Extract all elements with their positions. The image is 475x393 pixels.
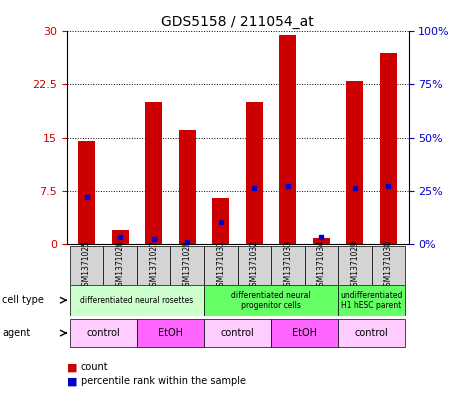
Text: percentile rank within the sample: percentile rank within the sample: [81, 376, 246, 386]
Text: control: control: [355, 328, 389, 338]
Text: GSM1371032: GSM1371032: [250, 240, 259, 291]
Bar: [212, 198, 229, 244]
Bar: [338, 285, 405, 316]
Text: GSM1371026: GSM1371026: [115, 240, 124, 291]
Bar: [145, 102, 162, 244]
Text: differentiated neural rosettes: differentiated neural rosettes: [80, 296, 193, 305]
Bar: [313, 238, 330, 244]
Bar: [204, 319, 271, 347]
Bar: [78, 141, 95, 244]
Text: GSM1371033: GSM1371033: [283, 240, 292, 291]
Text: control: control: [86, 328, 120, 338]
Bar: [246, 102, 263, 244]
Bar: [204, 285, 338, 316]
Text: GSM1371025: GSM1371025: [82, 240, 91, 291]
Bar: [271, 319, 338, 347]
Text: ■: ■: [66, 362, 77, 373]
Bar: [271, 246, 304, 285]
Text: differentiated neural
progenitor cells: differentiated neural progenitor cells: [231, 290, 311, 310]
Text: GSM1371034: GSM1371034: [317, 240, 326, 291]
Bar: [137, 246, 171, 285]
Bar: [238, 246, 271, 285]
Text: ■: ■: [66, 376, 77, 386]
Text: EtOH: EtOH: [292, 328, 317, 338]
Bar: [137, 319, 204, 347]
Bar: [380, 53, 397, 244]
Bar: [371, 246, 405, 285]
Text: GSM1371029: GSM1371029: [351, 240, 360, 291]
Bar: [338, 319, 405, 347]
Text: GSM1371027: GSM1371027: [149, 240, 158, 291]
Bar: [104, 246, 137, 285]
Text: EtOH: EtOH: [158, 328, 183, 338]
Bar: [179, 130, 196, 244]
Text: undifferentiated
H1 hESC parent: undifferentiated H1 hESC parent: [341, 290, 403, 310]
Text: agent: agent: [2, 328, 30, 338]
Text: cell type: cell type: [2, 295, 44, 305]
Bar: [204, 246, 238, 285]
Bar: [304, 246, 338, 285]
Bar: [171, 246, 204, 285]
Bar: [70, 246, 104, 285]
Bar: [338, 246, 371, 285]
Bar: [346, 81, 363, 244]
Bar: [70, 285, 204, 316]
Title: GDS5158 / 211054_at: GDS5158 / 211054_at: [161, 15, 314, 29]
Bar: [70, 319, 137, 347]
Bar: [112, 230, 129, 244]
Text: GSM1371028: GSM1371028: [183, 240, 192, 291]
Bar: [279, 35, 296, 244]
Text: GSM1371030: GSM1371030: [384, 240, 393, 291]
Text: GSM1371031: GSM1371031: [216, 240, 225, 291]
Text: control: control: [220, 328, 255, 338]
Text: count: count: [81, 362, 108, 373]
